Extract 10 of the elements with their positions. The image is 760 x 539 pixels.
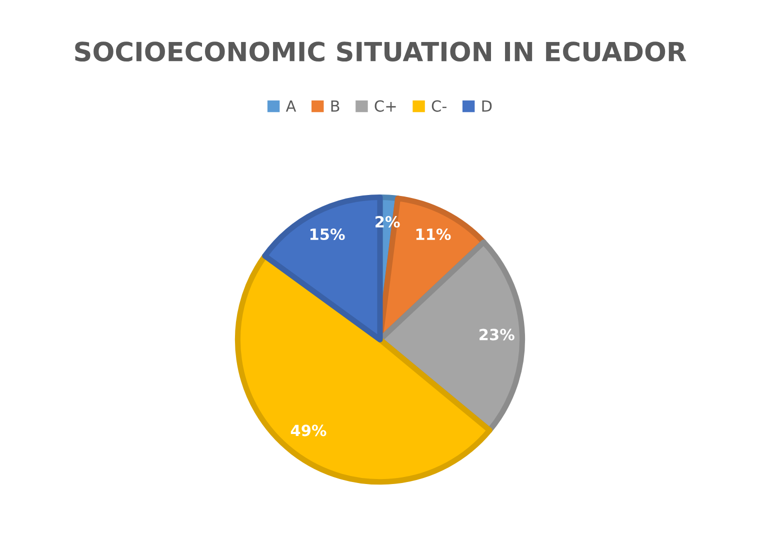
legend-label: C+ xyxy=(374,100,396,112)
data-label: 15% xyxy=(310,228,345,240)
legend-label: A xyxy=(286,100,296,112)
legend-label: B xyxy=(331,100,340,112)
legend-label: D xyxy=(482,100,492,112)
chart-title: SOCIOECONOMIC SITUATION IN ECUADOR xyxy=(75,42,686,62)
legend-label: C- xyxy=(432,100,446,112)
data-label: 23% xyxy=(480,328,514,340)
data-label: 49% xyxy=(290,424,326,436)
data-label: 11% xyxy=(416,228,451,240)
